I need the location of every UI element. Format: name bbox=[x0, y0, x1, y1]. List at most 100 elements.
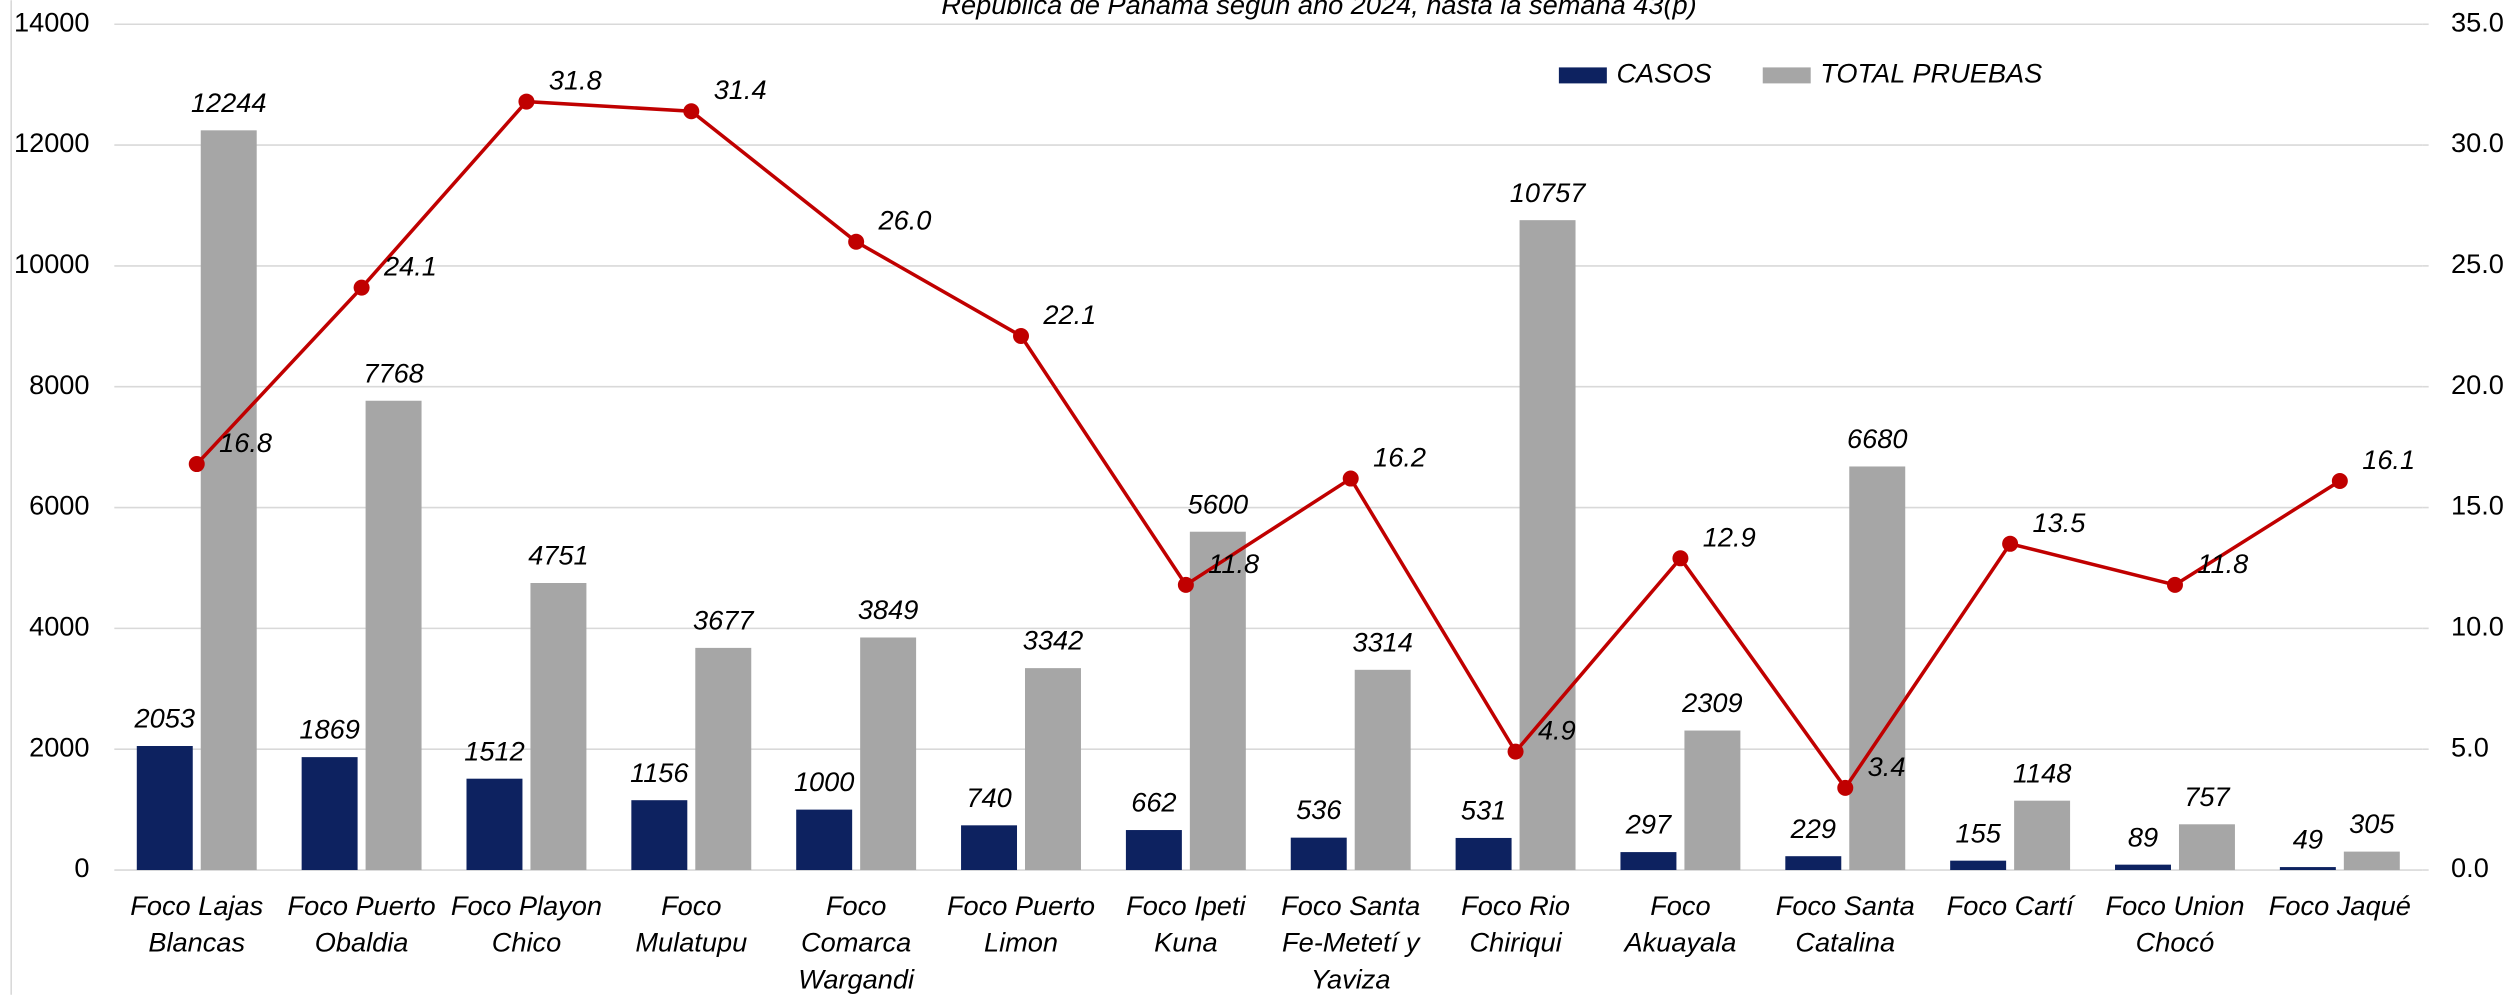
data-label: 3.4 bbox=[1868, 751, 1906, 782]
y-tick-label: 2000 bbox=[29, 731, 89, 762]
x-tick-label-box: Foco Lajas Blancas bbox=[130, 890, 264, 958]
bar bbox=[1519, 220, 1576, 871]
line-point bbox=[1177, 576, 1194, 593]
x-tick-label: Foco Cartí bbox=[1946, 890, 2074, 922]
line-point bbox=[848, 233, 865, 250]
data-label: 757 bbox=[2184, 781, 2230, 812]
data-label: 89 bbox=[2128, 821, 2158, 852]
x-tick-label-box: Foco Jaqué bbox=[2268, 890, 2411, 922]
x-tick-label-box: Foco Cartí bbox=[1946, 890, 2074, 922]
y2-tick-label: 30.0 bbox=[2451, 127, 2504, 158]
data-label: 4.9 bbox=[1538, 715, 1576, 746]
chart-title: República de Panamá según año 2024, hast… bbox=[941, 0, 1696, 20]
x-tick-label: Foco Jaqué bbox=[2268, 890, 2411, 922]
bar bbox=[136, 746, 193, 871]
data-label: 2053 bbox=[134, 703, 195, 734]
data-label: 31.4 bbox=[714, 74, 767, 105]
x-tick-label: Foco Comarca Wargandi bbox=[798, 890, 915, 995]
data-label: 5600 bbox=[1188, 488, 1248, 519]
x-tick-label-box: Foco Ipeti Kuna bbox=[1126, 890, 1246, 958]
x-tick-label: Foco Puerto Limon bbox=[946, 890, 1096, 958]
bar bbox=[1025, 668, 1081, 871]
data-label: 536 bbox=[1296, 794, 1342, 825]
line-point bbox=[1013, 327, 1030, 344]
line bbox=[195, 99, 2341, 791]
data-label: 155 bbox=[1955, 817, 2001, 848]
line-point bbox=[188, 456, 205, 473]
x-tick-label-box: Foco Santa Catalina bbox=[1775, 890, 1915, 958]
bar bbox=[1189, 531, 1246, 871]
x-tick-label: Foco Santa Catalina bbox=[1775, 890, 1915, 958]
x-tick-label: Foco Union Chocó bbox=[2105, 890, 2245, 958]
data-label: 1512 bbox=[464, 735, 524, 766]
x-tick-label-box: Foco Puerto Limon bbox=[946, 890, 1096, 958]
data-label: 16.2 bbox=[1373, 442, 1426, 473]
x-tick-label: Foco Akuayala bbox=[1624, 890, 1737, 958]
x-tick-label: Foco Santa Fe-Metetí y Yaviza bbox=[1281, 890, 1421, 995]
x-tick-label-box: Foco Puerto Obaldia bbox=[287, 890, 436, 958]
data-label: 740 bbox=[966, 782, 1011, 813]
data-label: 1869 bbox=[299, 714, 359, 745]
bar bbox=[1125, 830, 1182, 871]
data-label: 3342 bbox=[1023, 625, 1083, 656]
line-point bbox=[1837, 779, 1854, 796]
x-tick-label-box: Foco Akuayala bbox=[1624, 890, 1737, 958]
data-label: 13.5 bbox=[2033, 507, 2087, 538]
data-label: 6680 bbox=[1847, 423, 1907, 454]
bar bbox=[2014, 800, 2071, 871]
bar bbox=[1950, 860, 2007, 871]
y-tick-label: 12000 bbox=[14, 127, 90, 158]
y-tick-label: 0 bbox=[74, 852, 89, 883]
data-label: 229 bbox=[1790, 813, 1836, 844]
data-label: 31.8 bbox=[549, 65, 602, 96]
data-label: 10757 bbox=[1510, 177, 1586, 208]
line-point bbox=[1342, 470, 1359, 487]
x-tick-label: Foco Playon Chico bbox=[450, 890, 602, 958]
bar bbox=[1785, 856, 1842, 871]
bar bbox=[2279, 867, 2336, 871]
data-label: 22.1 bbox=[1042, 299, 1096, 330]
legend-swatch bbox=[1558, 67, 1607, 84]
x-tick-label-box: Foco Mulatupu bbox=[635, 891, 747, 958]
bar bbox=[1290, 837, 1347, 871]
data-label: 297 bbox=[1625, 809, 1672, 840]
x-tick-label-box: Foco Rio Chiriqui bbox=[1461, 891, 1570, 958]
data-label: 3314 bbox=[1352, 626, 1412, 657]
data-label: 24.1 bbox=[383, 251, 437, 282]
data-label: 1148 bbox=[2013, 757, 2071, 788]
bar bbox=[530, 583, 587, 871]
y-tick-label: 14000 bbox=[14, 6, 90, 37]
data-label: 7768 bbox=[363, 357, 423, 388]
bar bbox=[301, 757, 358, 871]
y2-tick-label: 20.0 bbox=[2451, 369, 2504, 400]
x-tick-label-box: Foco Comarca Wargandi bbox=[798, 890, 915, 995]
line-point bbox=[2002, 535, 2019, 552]
x-tick-label: Foco Puerto Obaldia bbox=[287, 890, 436, 958]
y-tick-label: 8000 bbox=[29, 369, 89, 400]
bar bbox=[631, 800, 688, 871]
y-tick-label: 6000 bbox=[29, 490, 89, 521]
x-tick-label: Foco Ipeti Kuna bbox=[1126, 890, 1246, 958]
data-label: 16.1 bbox=[2362, 444, 2415, 475]
x-tick-label: Foco Lajas Blancas bbox=[130, 890, 264, 958]
y2-tick-label: 5.0 bbox=[2451, 731, 2489, 762]
bar bbox=[1620, 852, 1677, 871]
line-point bbox=[518, 93, 535, 110]
bar bbox=[961, 825, 1018, 871]
legend-label: CASOS bbox=[1616, 58, 1711, 89]
data-label: 11.8 bbox=[2197, 548, 2248, 579]
line-point bbox=[353, 279, 370, 296]
y2-tick-label: 15.0 bbox=[2451, 490, 2504, 521]
line-point bbox=[1672, 550, 1689, 567]
y2-tick-label: 0.0 bbox=[2451, 852, 2489, 883]
line-point bbox=[683, 103, 700, 120]
bar bbox=[200, 130, 257, 871]
y-tick-label: 4000 bbox=[29, 611, 89, 642]
bar bbox=[2115, 864, 2171, 871]
line-point bbox=[1507, 743, 1524, 760]
data-label: 11.8 bbox=[1208, 548, 1259, 579]
data-label: 662 bbox=[1131, 787, 1176, 818]
data-label: 2309 bbox=[1681, 687, 1742, 718]
data-label: 3677 bbox=[693, 604, 754, 635]
